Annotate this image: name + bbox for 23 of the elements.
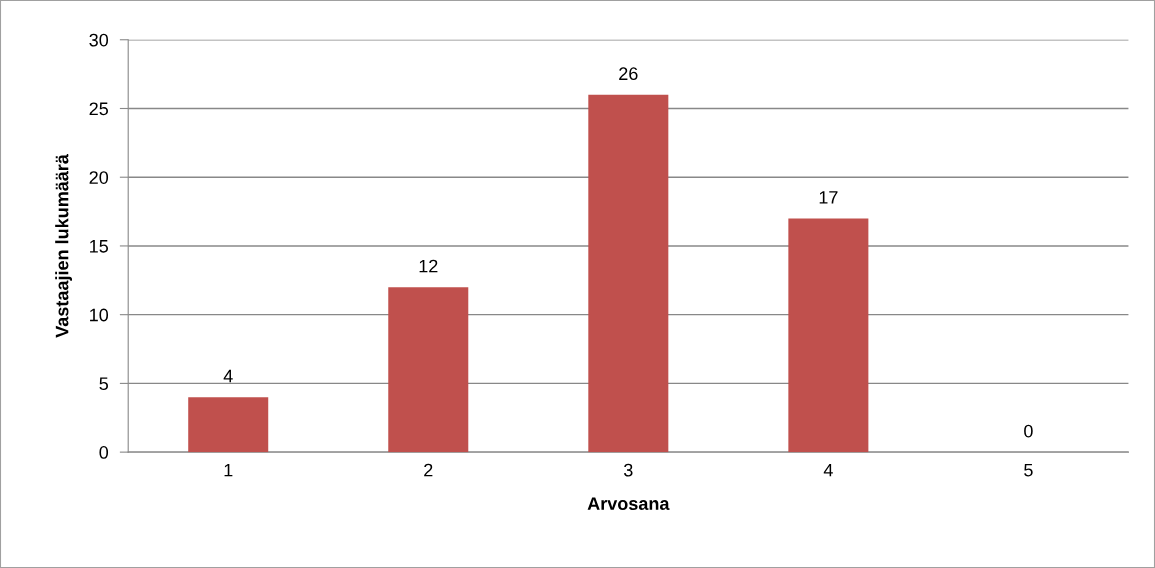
data-label: 12 [419,259,438,273]
data-label: 17 [819,191,838,204]
y-tick-label: 10 [90,308,109,322]
y-tick-label: 5 [99,377,108,391]
x-tick-label: 3 [623,463,633,477]
bar [388,287,469,453]
bar [188,397,269,453]
y-axis-title: Vastaajien lukumäärä [55,154,73,338]
y-tick-label: 20 [89,171,109,184]
x-tick-label: 5 [1024,463,1033,477]
y-tick-label: 15 [90,240,109,253]
x-tick-label: 4 [823,463,833,477]
data-label: 26 [619,67,638,81]
y-tick-label: 30 [89,33,109,47]
x-axis-title: Arvosana [587,497,670,510]
y-tick-label: 0 [99,446,109,459]
data-label: 0 [1024,424,1033,438]
y-tick-label: 25 [89,102,109,116]
x-tick-label: 2 [424,463,433,477]
bar [588,94,669,453]
x-tick-label: 1 [224,463,233,477]
bar [788,218,869,453]
data-label: 4 [223,369,233,383]
